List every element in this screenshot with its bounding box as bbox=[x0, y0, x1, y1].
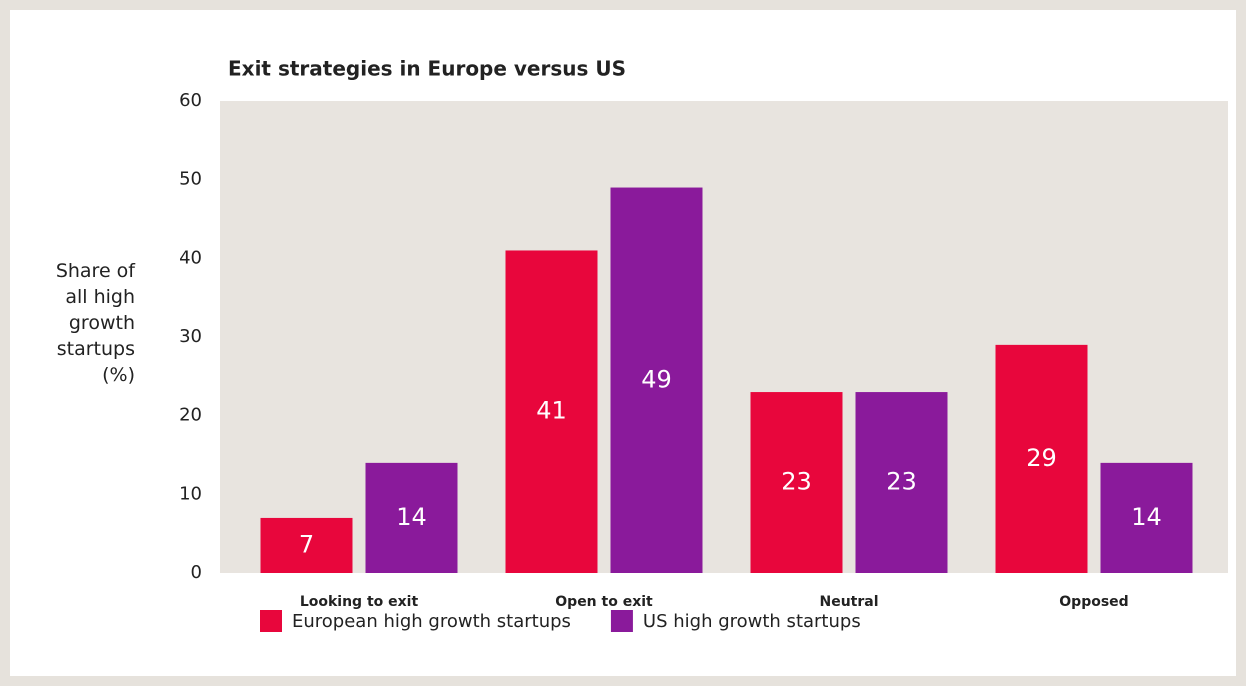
x-tick-label: Looking to exit bbox=[300, 594, 419, 610]
bar bbox=[505, 250, 598, 573]
data-label: 7 bbox=[299, 530, 314, 558]
legend-swatch bbox=[260, 610, 282, 632]
y-tick-label: 30 bbox=[179, 326, 202, 347]
y-tick-label: 50 bbox=[179, 169, 202, 190]
data-label: 23 bbox=[781, 468, 812, 496]
legend-label: US high growth startups bbox=[643, 611, 861, 632]
legend-swatch bbox=[610, 610, 633, 632]
bar bbox=[260, 517, 353, 573]
y-tick-label: 10 bbox=[179, 483, 202, 504]
bar bbox=[1100, 462, 1193, 573]
data-label: 14 bbox=[396, 503, 427, 531]
y-axis-label: Share of all high growth startups (%) bbox=[55, 260, 135, 386]
bar bbox=[610, 187, 703, 574]
data-label: 29 bbox=[1026, 444, 1057, 472]
data-label: 14 bbox=[1131, 503, 1162, 531]
y-tick-label: 20 bbox=[179, 405, 202, 426]
y-tick-label: 60 bbox=[179, 90, 202, 111]
x-tick-label: Opposed bbox=[1059, 594, 1128, 610]
y-tick-label: 40 bbox=[179, 247, 202, 268]
bar bbox=[995, 344, 1088, 573]
data-label: 23 bbox=[886, 468, 917, 496]
chart-title: Exit strategies in Europe versus US bbox=[228, 57, 626, 81]
x-tick-label: Open to exit bbox=[555, 594, 653, 610]
y-tick-label: 0 bbox=[191, 562, 202, 583]
bar bbox=[750, 392, 843, 573]
x-tick-label: Neutral bbox=[819, 594, 878, 610]
data-label: 49 bbox=[641, 365, 672, 393]
bar bbox=[855, 392, 948, 573]
data-label: 41 bbox=[536, 397, 567, 425]
legend-label: European high growth startups bbox=[292, 611, 571, 632]
bar bbox=[365, 462, 458, 573]
